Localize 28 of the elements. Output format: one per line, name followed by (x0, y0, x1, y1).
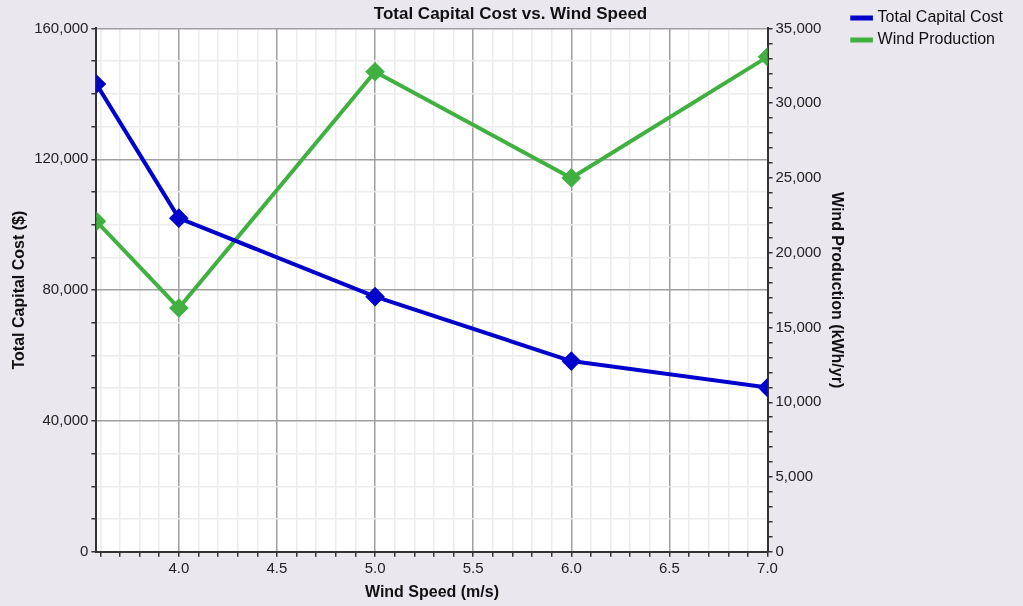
legend-label: Wind Production (877, 30, 995, 48)
x-axis-title: Wind Speed (m/s) (364, 582, 500, 600)
legend-label: Total Capital Cost (877, 8, 1004, 26)
x-tick-label: 4.0 (168, 558, 190, 576)
y2-tick-label: 20,000 (775, 242, 822, 260)
x-tick-label: 6.0 (560, 558, 582, 576)
y2-tick-label: 30,000 (775, 93, 822, 111)
y-tick-label: 80,000 (42, 280, 89, 298)
x-tick-label: 4.5 (266, 558, 288, 576)
point (366, 287, 385, 306)
y2-tick-label: 5,000 (775, 467, 814, 485)
y2-axis-title: Wind Production (kWh/yr) (828, 191, 846, 389)
y2-tick-label: 0 (775, 541, 784, 559)
y2-tick-label: 35,000 (775, 18, 822, 36)
x-tick-label: 7.0 (757, 558, 778, 576)
x-tick-label: 5.0 (364, 558, 386, 576)
chart-title: Total Capital Cost vs. Wind Speed (373, 3, 648, 23)
y2-tick-label: 15,000 (775, 317, 822, 335)
y-tick-label: 0 (80, 541, 89, 559)
point (366, 62, 385, 81)
x-tick-label: 6.5 (658, 558, 680, 576)
x-tick-label: 5.5 (462, 558, 484, 576)
y-tick-label: 160,000 (34, 18, 89, 36)
y-tick-label: 120,000 (34, 149, 89, 167)
y-axis-title: Total Capital Cost ($) (10, 210, 28, 370)
y-tick-label: 40,000 (42, 411, 89, 429)
y2-tick-label: 25,000 (775, 168, 822, 186)
y2-tick-label: 10,000 (775, 392, 822, 410)
